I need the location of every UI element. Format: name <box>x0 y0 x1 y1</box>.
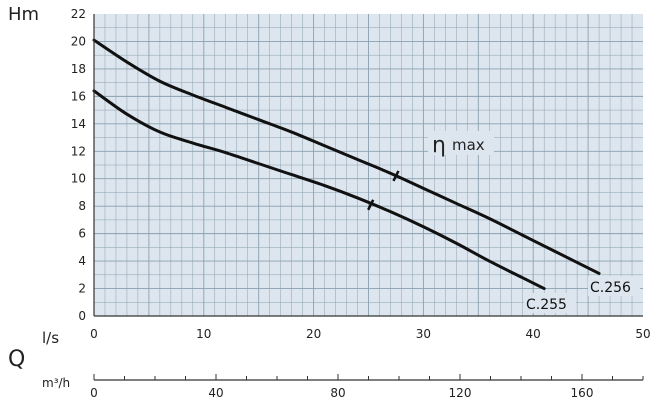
x-tick-label: 10 <box>196 327 211 341</box>
curve-c255 <box>92 89 546 291</box>
curve-label-c255: C.255 <box>526 297 567 313</box>
secondary-axis-label: m³/h <box>42 376 70 390</box>
x-tick-label: 50 <box>635 327 650 341</box>
x-tick-labels: 0 10 20 30 40 50 <box>90 327 650 341</box>
secondary-axis: 0 40 80 120 160 <box>90 374 644 400</box>
eta-max-label: max <box>452 136 485 154</box>
secondary-tick-label: 120 <box>449 386 472 400</box>
y-tick-label: 12 <box>71 144 86 158</box>
y-tick-label: 4 <box>78 254 86 268</box>
eta-max-mark <box>367 199 375 211</box>
secondary-tick-label: 0 <box>90 386 98 400</box>
y-axis-label: Hm <box>8 4 39 25</box>
axes <box>93 14 643 317</box>
curve-label-c256: C.256 <box>590 280 631 296</box>
secondary-tick-label: 40 <box>208 386 223 400</box>
y-tick-label: 22 <box>71 7 86 21</box>
eta-max-mark <box>392 170 400 182</box>
x-tick-label: 0 <box>90 327 98 341</box>
x-tick-label: 40 <box>526 327 541 341</box>
y-tick-labels: 0 2 4 6 8 10 12 14 16 18 20 22 <box>71 7 86 323</box>
curve-c256 <box>92 38 601 275</box>
label-bg-c255 <box>524 293 576 313</box>
x-axis-label: l/s <box>42 329 59 347</box>
flow-q-label: Q <box>8 347 25 372</box>
label-bg-c256 <box>588 276 640 296</box>
y-tick-label: 6 <box>78 227 86 241</box>
curves <box>92 38 601 291</box>
eta-symbol: η <box>432 133 446 158</box>
eta-label-bg <box>428 131 494 155</box>
y-tick-label: 0 <box>78 309 86 323</box>
y-tick-label: 16 <box>71 89 86 103</box>
y-tick-label: 20 <box>71 34 86 48</box>
grid-lines <box>94 14 643 316</box>
y-tick-label: 10 <box>71 172 86 186</box>
x-tick-label: 20 <box>306 327 321 341</box>
x-tick-label: 30 <box>416 327 431 341</box>
y-tick-label: 18 <box>71 62 86 76</box>
eta-max-marks <box>367 170 400 211</box>
secondary-tick-label: 160 <box>571 386 594 400</box>
y-tick-label: 8 <box>78 199 86 213</box>
y-tick-label: 2 <box>78 282 86 296</box>
secondary-tick-label: 80 <box>330 386 345 400</box>
y-tick-label: 14 <box>71 117 86 131</box>
